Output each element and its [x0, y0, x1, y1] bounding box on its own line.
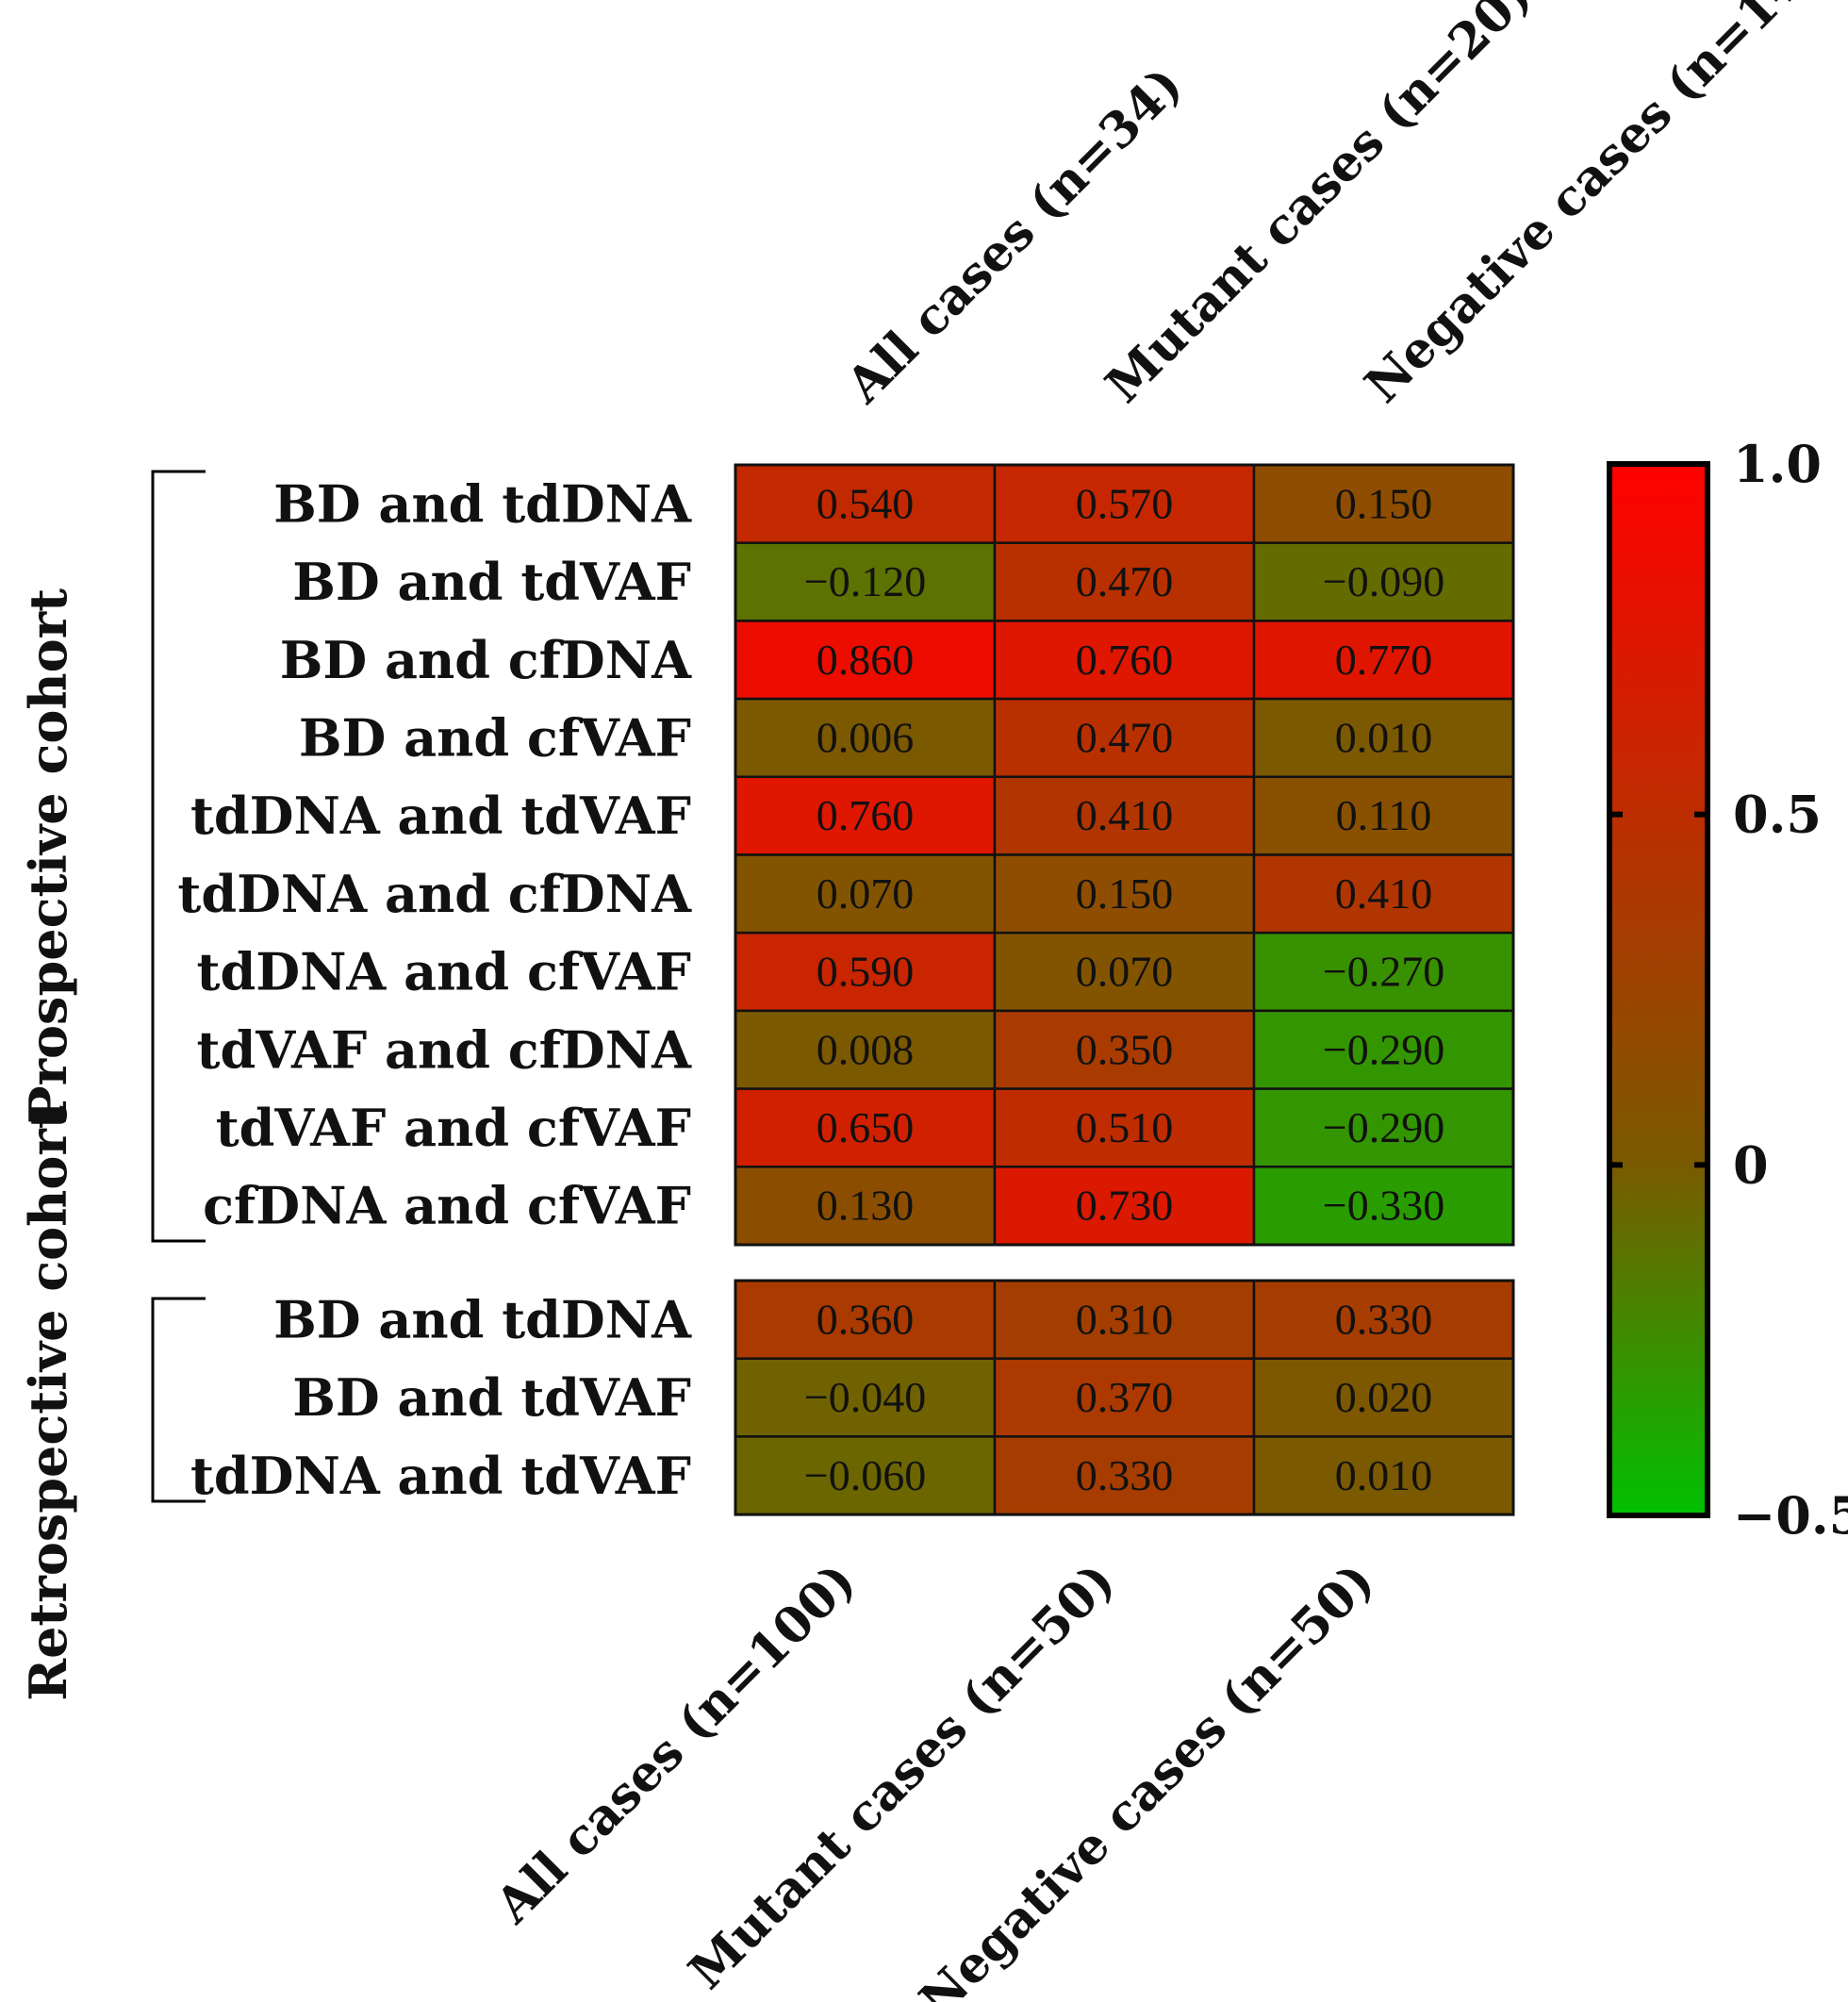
cell-value-label: −0.270	[1323, 948, 1444, 996]
cell-value-label: −0.120	[804, 557, 926, 605]
cell-value-label: 0.370	[1076, 1373, 1174, 1421]
cell-value-label: 0.008	[817, 1025, 915, 1073]
prospective-bracket	[151, 470, 206, 1243]
row-label: BD and tdVAF	[292, 1367, 691, 1428]
heatmap-cell	[734, 931, 997, 1013]
row-label: tdDNA and tdVAF	[190, 1446, 691, 1506]
cell-value-label: 0.150	[1335, 479, 1433, 527]
cell-value-label: 0.360	[817, 1295, 915, 1343]
heatmap-cell	[993, 1357, 1256, 1438]
cell-value-label: 0.310	[1076, 1295, 1174, 1343]
row-label: tdDNA and cfVAF	[197, 942, 691, 1002]
heatmap-cell	[1252, 620, 1515, 701]
column-label-top: Mutant cases (n=20)	[1095, 0, 1543, 414]
cell-value-label: 0.410	[1076, 791, 1174, 839]
heatmap-cell	[993, 1166, 1256, 1247]
cell-value-label: 0.150	[1076, 869, 1174, 918]
row-label: BD and cfDNA	[280, 630, 692, 690]
cell-value-label: 0.730	[1076, 1182, 1174, 1230]
cell-value-label: 0.010	[1335, 713, 1433, 761]
cell-value-label: 0.650	[817, 1103, 915, 1151]
cell-value-label: 0.760	[817, 791, 915, 839]
cell-value-label: 0.110	[1336, 791, 1432, 839]
cell-value-label: 0.010	[1335, 1451, 1433, 1499]
heatmap-cell	[993, 775, 1256, 856]
colorbar-tick-label: 1.0	[1733, 434, 1822, 494]
cell-value-label: 0.330	[1335, 1295, 1433, 1343]
cell-value-label: 0.540	[817, 479, 915, 527]
cell-value-label: 0.070	[817, 869, 915, 918]
row-label: BD and tdDNA	[273, 473, 692, 534]
cell-value-label: 0.330	[1076, 1451, 1174, 1499]
cell-value-label: −0.330	[1323, 1182, 1444, 1230]
cell-value-label: 0.470	[1076, 713, 1174, 761]
heatmap-cell	[993, 1087, 1256, 1168]
heatmap-cell	[993, 463, 1256, 544]
cohort-label-retrospective: Retrospective cohort	[18, 1105, 78, 1701]
row-label: tdVAF and cfDNA	[197, 1019, 693, 1080]
cell-value-label: −0.290	[1323, 1025, 1444, 1073]
colorbar-tick-label: 0.5	[1733, 785, 1822, 845]
row-label: BD and cfVAF	[299, 707, 691, 768]
cell-value-label: 0.470	[1076, 557, 1174, 605]
colorbar-tick-label: −0.5	[1733, 1485, 1848, 1546]
cell-value-label: 0.070	[1076, 948, 1174, 996]
cell-value-label: 0.770	[1335, 636, 1433, 684]
cohort-label-prospective: Prospective cohort	[18, 588, 78, 1124]
heatmap-cell	[1252, 541, 1515, 622]
heatmap-cell	[993, 697, 1256, 779]
row-label: cfDNA and cfVAF	[203, 1176, 691, 1236]
heatmap-cell	[734, 1166, 997, 1247]
colorbar	[1607, 461, 1710, 1518]
cell-value-label: −0.040	[804, 1373, 926, 1421]
row-label: tdDNA and tdVAF	[190, 786, 691, 846]
heatmap-cell	[1252, 1009, 1515, 1090]
cell-value-label: −0.290	[1323, 1103, 1444, 1151]
colorbar-tick-label: 0	[1733, 1134, 1769, 1195]
column-label-bottom: Negative cases (n=50)	[909, 1552, 1386, 2002]
row-label: tdDNA and cfDNA	[177, 864, 692, 924]
cell-value-label: 0.570	[1076, 479, 1174, 527]
heatmap-cell	[1252, 1435, 1515, 1516]
cell-value-label: 0.006	[817, 713, 915, 761]
heatmap-cell	[1252, 1166, 1515, 1247]
heatmap-cell	[1252, 1087, 1515, 1168]
row-label: BD and tdDNA	[273, 1289, 692, 1349]
cell-value-label: 0.020	[1335, 1373, 1433, 1421]
cell-value-label: 0.760	[1076, 636, 1174, 684]
heatmap-panel-border	[734, 463, 1515, 1247]
column-label-bottom: Mutant cases (n=50)	[678, 1552, 1126, 2000]
row-label: tdVAF and cfVAF	[216, 1098, 691, 1158]
cell-value-label: 0.590	[817, 948, 915, 996]
cell-value-label: −0.060	[804, 1451, 926, 1499]
heatmap-cell	[1252, 853, 1515, 935]
heatmap-cell	[734, 697, 997, 779]
heatmap-cell	[1252, 775, 1515, 856]
cell-value-label: 0.350	[1076, 1025, 1174, 1073]
cell-value-label: 0.510	[1076, 1103, 1174, 1151]
heatmap-panel-border	[734, 1279, 1515, 1516]
cell-value-label: −0.090	[1323, 557, 1444, 605]
retrospective-bracket	[151, 1297, 206, 1503]
heatmap-cell	[993, 1435, 1256, 1516]
row-label: BD and tdVAF	[292, 552, 691, 612]
cell-value-label: 0.410	[1335, 869, 1433, 918]
heatmap-cell	[734, 1279, 997, 1360]
cell-value-label: 0.860	[817, 636, 915, 684]
cell-value-label: 0.130	[817, 1182, 915, 1230]
